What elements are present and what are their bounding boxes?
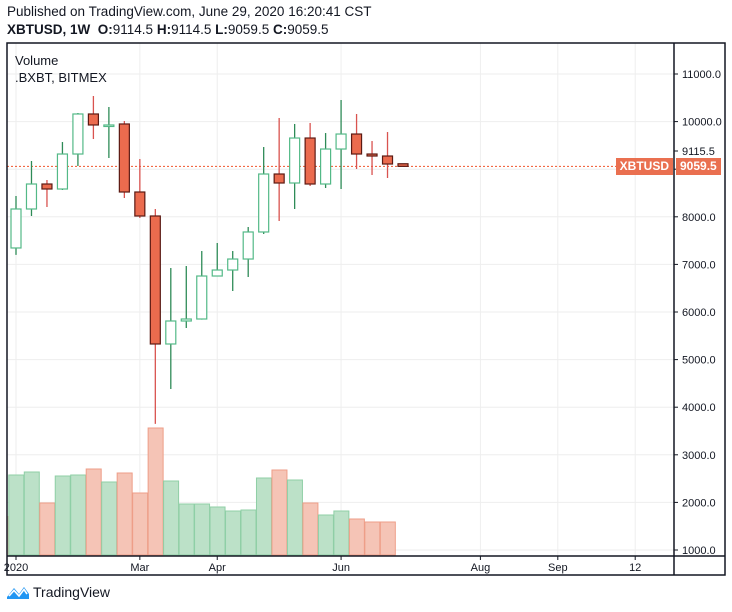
volume-bar — [132, 492, 149, 556]
price-tick-label: 8000.0 — [682, 212, 716, 224]
candle-body — [211, 269, 223, 277]
candle-body — [56, 153, 69, 190]
tradingview-logo-icon — [7, 587, 29, 599]
volume-bar — [271, 469, 288, 556]
price-tick-label: 4000.0 — [682, 402, 716, 414]
symbol-interval: XBTUSD, 1W — [7, 22, 91, 37]
candle-body — [273, 173, 285, 184]
candle-body — [41, 183, 53, 190]
ohlc-header: XBTUSD, 1W O:9114.5 H:9114.5 L:9059.5 C:… — [7, 22, 329, 37]
volume-bar — [348, 518, 365, 556]
candle-body — [350, 133, 363, 155]
volume-bar — [209, 506, 226, 556]
volume-bar — [379, 521, 396, 556]
low-label: L: — [215, 22, 228, 37]
chart-legend: Volume .BXBT, BITMEX — [15, 52, 107, 86]
candle-body — [304, 137, 316, 185]
legend-source: .BXBT, BITMEX — [15, 70, 107, 85]
published-caption: Published on TradingView.com, June 29, 2… — [7, 4, 372, 19]
candle-body — [180, 318, 192, 322]
price-tick-label: 11000.0 — [682, 69, 721, 81]
volume-bar — [302, 502, 319, 556]
volume-bar — [39, 502, 56, 556]
volume-bar — [85, 468, 102, 556]
low-value: 9059.5 — [227, 22, 270, 37]
candle-body — [381, 155, 394, 165]
volume-bar — [255, 477, 272, 556]
candle-body — [10, 208, 22, 249]
close-label: C: — [272, 22, 288, 37]
last-price-tag: 9059.5 — [676, 158, 721, 175]
time-tick-label: Jun — [332, 562, 350, 574]
candle-body — [196, 275, 208, 320]
candle-body — [25, 183, 38, 210]
close-value: 9059.5 — [287, 22, 329, 37]
candle-body — [289, 137, 301, 184]
tradingview-logo[interactable]: TradingView — [6, 584, 110, 600]
tradingview-logo-text: TradingView — [33, 584, 111, 600]
price-tick-label: 2000.0 — [682, 497, 716, 509]
volume-bar — [333, 510, 350, 556]
candle-body — [87, 113, 100, 126]
price-tick-label: 7000.0 — [682, 259, 716, 271]
symbol-price-tag: XBTUSD — [615, 158, 673, 175]
legend-volume: Volume — [15, 53, 59, 68]
candle-body — [242, 231, 254, 260]
candle-body — [227, 258, 239, 271]
volume-bar — [23, 471, 40, 556]
time-tick-label: 2020 — [4, 562, 28, 574]
candle-body — [134, 191, 146, 217]
volume-bar — [8, 474, 25, 556]
high-marker-label: 9115.5 — [682, 146, 715, 158]
candle-body — [366, 153, 378, 157]
volume-bar — [286, 479, 303, 556]
time-tick-label: Mar — [130, 562, 149, 574]
high-label: H: — [156, 22, 172, 37]
candle-body — [103, 124, 115, 128]
candle-body — [335, 133, 347, 150]
time-tick-label: Aug — [471, 562, 491, 574]
candle-body — [320, 148, 332, 185]
time-tick-label: Apr — [209, 562, 226, 574]
time-tick-label: 12 — [629, 562, 641, 574]
volume-bar — [70, 474, 87, 556]
volume-bar-partial — [7, 516, 9, 555]
time-tick-label: Sep — [548, 562, 568, 574]
price-tick-label: 1000.0 — [682, 545, 716, 557]
price-tick-label: 10000.0 — [682, 117, 722, 129]
high-value: 9114.5 — [171, 22, 212, 37]
volume-bar — [240, 509, 257, 556]
volume-bar — [178, 503, 195, 556]
volume-bar — [101, 481, 118, 556]
volume-bar — [194, 503, 211, 556]
volume-bar — [163, 480, 180, 556]
volume-bar — [225, 510, 242, 556]
volume-bar — [147, 427, 164, 556]
candle-body — [72, 113, 84, 155]
candle-body — [118, 123, 130, 193]
price-tick-label: 5000.0 — [682, 355, 716, 367]
candle-body — [397, 163, 409, 167]
candle-body — [165, 320, 177, 345]
open-label: O: — [97, 22, 113, 37]
candle-body — [258, 173, 270, 233]
open-value: 9114.5 — [112, 22, 154, 37]
volume-bar — [364, 521, 381, 556]
chart-frame — [6, 42, 726, 576]
price-tick-label: 6000.0 — [682, 307, 716, 319]
volume-bar — [317, 514, 334, 556]
price-tick-label: 3000.0 — [682, 450, 716, 462]
volume-bar — [116, 472, 133, 556]
candle-body — [149, 215, 161, 345]
volume-bar — [54, 475, 71, 556]
